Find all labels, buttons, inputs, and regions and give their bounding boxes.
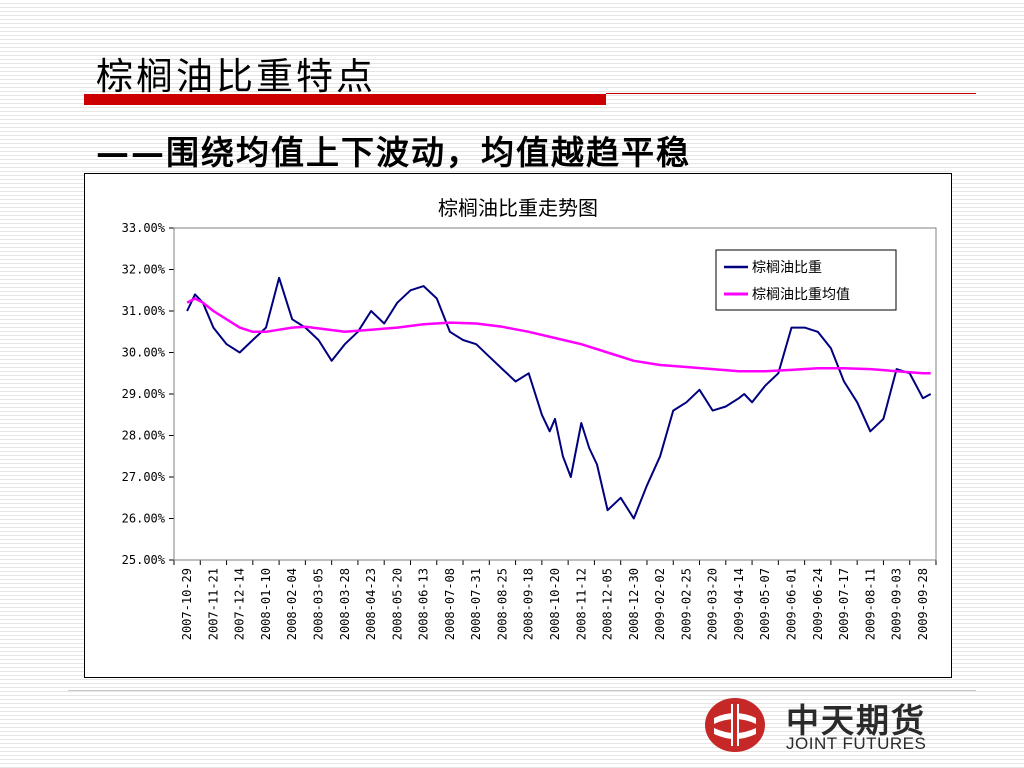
series-line-palm-oil-ratio-mean bbox=[186, 297, 931, 375]
plot-area bbox=[173, 227, 937, 561]
x-tick-label: 2009-09-28 bbox=[916, 568, 930, 640]
x-tick-label: 2009-08-11 bbox=[863, 568, 877, 640]
x-tick-label: 2009-06-24 bbox=[811, 568, 825, 640]
y-tick-label: 29.00% bbox=[122, 387, 166, 401]
x-tick-label: 2008-01-10 bbox=[259, 568, 273, 640]
x-tick-label: 2009-09-03 bbox=[890, 568, 904, 640]
title-underline-rule bbox=[606, 93, 976, 94]
x-tick-label: 2008-05-20 bbox=[390, 568, 404, 640]
y-tick-label: 30.00% bbox=[122, 346, 166, 360]
x-tick-label: 2008-07-31 bbox=[469, 568, 483, 640]
footer-rule bbox=[68, 690, 976, 691]
y-axis: 25.00% 26.00% 27.00% 28.00% 29.00% 30.00% 31.0… bbox=[122, 221, 175, 567]
x-axis: 2007-10-29 2007-11-21 2007-12-14 2008-01-10… bbox=[173, 559, 937, 640]
x-tick-label: 2008-06-13 bbox=[417, 568, 431, 640]
x-tick-label: 2008-12-30 bbox=[627, 568, 641, 640]
x-tick-label: 2008-02-04 bbox=[285, 568, 299, 640]
y-tick-label: 27.00% bbox=[122, 470, 166, 484]
x-tick-label: 2009-05-07 bbox=[758, 568, 772, 640]
logo-english-name: JOINT FUTURES bbox=[786, 734, 927, 753]
x-tick-label: 2009-02-25 bbox=[679, 568, 693, 640]
plot-lines bbox=[186, 276, 932, 520]
x-tick-label: 2008-12-05 bbox=[601, 568, 615, 640]
x-tick-label: 2008-08-25 bbox=[495, 568, 509, 640]
legend-label: 棕榈油比重均值 bbox=[752, 287, 850, 303]
logo-mark-icon bbox=[705, 698, 765, 752]
x-tick-label: 2008-07-08 bbox=[443, 568, 457, 640]
y-tick-label: 25.00% bbox=[122, 553, 166, 567]
slide-subtitle: ——围绕均值上下波动，均值越趋平稳 bbox=[96, 133, 691, 172]
x-tick-label: 2008-03-05 bbox=[312, 568, 326, 640]
x-tick-label: 2008-04-23 bbox=[364, 568, 378, 640]
x-tick-label: 2007-12-14 bbox=[233, 568, 247, 640]
y-tick-label: 33.00% bbox=[122, 221, 166, 235]
x-tick-label: 2009-06-01 bbox=[784, 568, 798, 640]
x-tick-label: 2009-07-17 bbox=[837, 568, 851, 640]
chart-title: 棕榈油比重走势图 bbox=[438, 196, 598, 220]
series-line-palm-oil-ratio bbox=[186, 276, 932, 520]
x-tick-label: 2008-03-28 bbox=[338, 568, 352, 640]
x-tick-label: 2009-03-20 bbox=[706, 568, 720, 640]
legend-box bbox=[715, 249, 897, 311]
y-tick-label: 32.00% bbox=[122, 263, 166, 277]
y-tick-label: 31.00% bbox=[122, 304, 166, 318]
chart-frame: 棕榈油比重走势图 25.00% 26.00% 27.00% 28.00% 29.00% 3… bbox=[84, 173, 952, 678]
palm-oil-ratio-chart: 棕榈油比重走势图 25.00% 26.00% 27.00% 28.00% 29.00% 3… bbox=[122, 196, 937, 640]
slide-title: 棕榈油比重特点 bbox=[96, 55, 376, 98]
title-underline-bar bbox=[84, 94, 606, 105]
y-tick-label: 26.00% bbox=[122, 512, 166, 526]
x-tick-label: 2007-10-29 bbox=[180, 568, 194, 640]
x-tick-label: 2008-10-20 bbox=[548, 568, 562, 640]
x-tick-label: 2009-02-02 bbox=[653, 568, 667, 640]
x-tick-label: 2007-11-21 bbox=[206, 568, 220, 640]
x-tick-label: 2008-09-18 bbox=[522, 568, 536, 640]
legend-label: 棕榈油比重 bbox=[752, 260, 822, 276]
x-tick-label: 2009-04-14 bbox=[732, 568, 746, 640]
company-logo: 中天期货 JOINT FUTURES bbox=[700, 694, 972, 756]
y-tick-label: 28.00% bbox=[122, 429, 166, 443]
logo-chinese-name: 中天期货 bbox=[786, 701, 926, 740]
x-tick-label: 2008-11-12 bbox=[574, 568, 588, 640]
